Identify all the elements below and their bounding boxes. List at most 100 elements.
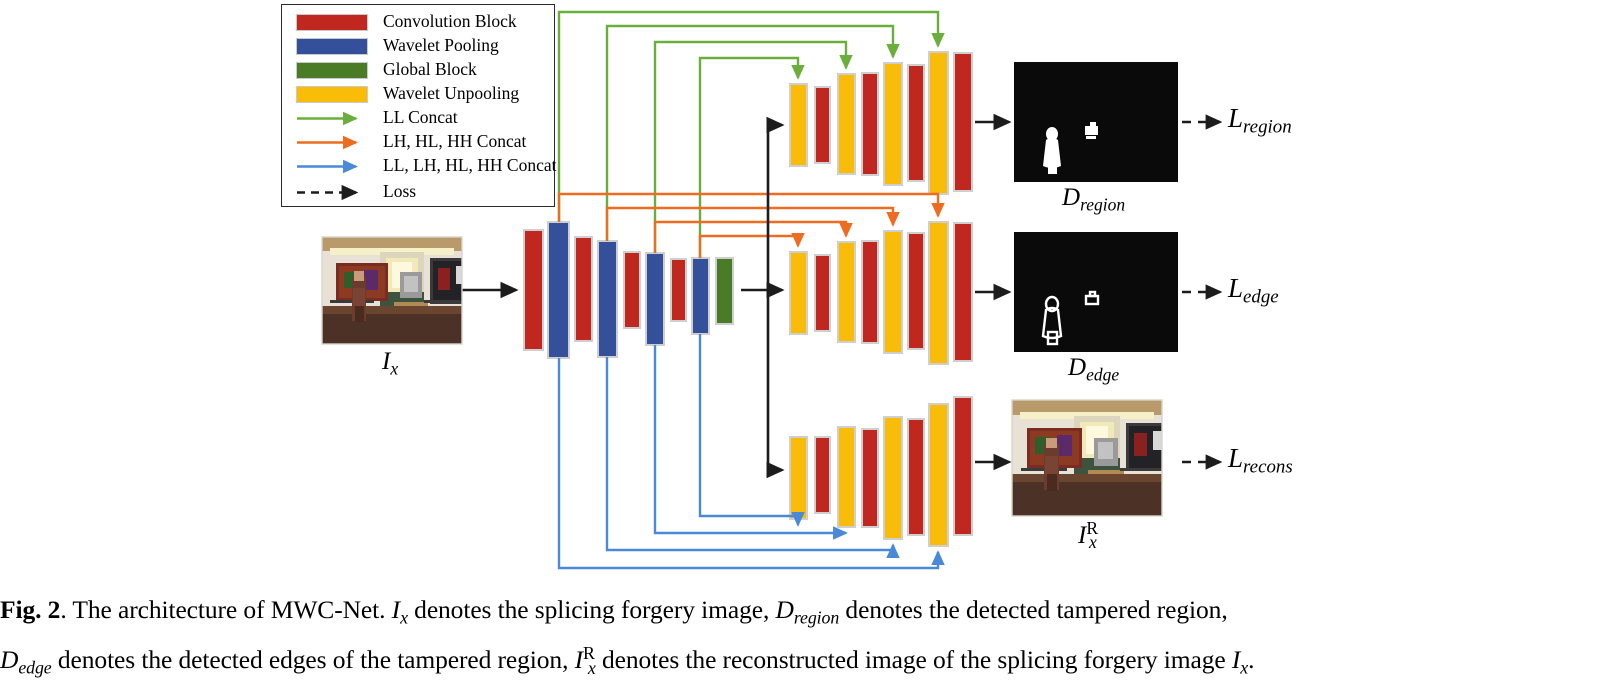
caption-symbol-ixr: IRx [574,643,596,678]
edge-unpool-1 [789,251,808,335]
legend-label: Wavelet Unpooling [383,83,520,104]
recons-conv-3 [907,418,925,536]
lhhlhh-concat-1 [557,192,945,222]
legend-box: Convolution Block Wavelet Pooling Global… [281,4,557,207]
edge-unpool-2 [837,241,856,343]
edge-mask-image [1014,232,1178,352]
caption-symbol-ix: Ix [391,595,408,628]
region-mask-shapes [1043,122,1098,174]
recon-image-label: IRx [1078,518,1099,552]
caption-line-2: Dedge denotes the detected edges of the … [0,643,1255,678]
lhhlhh-concat-2 [605,206,900,241]
legend-item-ll-lh-hl-hh-concat: LL, LH, HL, HH Concat [296,155,557,177]
encoder-block-pool-3 [645,252,665,346]
recons-decoder-blocks [789,396,973,547]
encoder-blocks [523,221,734,359]
legend-label: LH, HL, HH Concat [383,131,527,152]
legend-label: LL Concat [383,107,458,128]
edge-conv-2 [861,240,879,344]
ll-concat-1 [557,10,945,222]
legend-item-wavelet-pooling: Wavelet Pooling [296,35,499,57]
full-concat-1 [557,358,945,570]
legend-item-wavelet-unpooling: Wavelet Unpooling [296,83,519,105]
edge-unpool-3 [883,230,903,354]
input-image [321,236,463,345]
recons-unpool-3 [883,416,903,540]
region-unpool-3 [883,62,903,186]
input-image-label: Ix [382,348,399,379]
recons-conv-1 [814,436,831,514]
caption-symbol-dedge: Dedge [0,645,52,678]
reconstructed-image [1011,399,1163,517]
encoder-block-conv-4 [670,258,687,322]
l-edge-label: Ledge [1228,273,1279,308]
legend-item-global-block: Global Block [296,59,477,81]
full-concat-4 [698,334,805,527]
edge-unpool-4 [928,221,949,365]
green-arrow-icon [296,110,368,127]
region-conv-4 [953,52,973,192]
data-flow-arrows [462,113,1012,479]
legend-label: Wavelet Pooling [383,35,499,56]
region-unpool-4 [928,51,949,195]
l-region-label: Lregion [1228,103,1292,138]
edge-conv-4 [953,222,973,362]
region-unpool-1 [789,83,808,167]
edge-conv-1 [814,254,831,332]
recons-unpool-4 [928,403,949,547]
encoder-block-pool-4 [691,257,710,335]
legend-label: LL, LH, HL, HH Concat [383,155,557,176]
region-decoder-blocks [789,51,973,195]
d-region-label: Dregion [1062,184,1126,215]
loss-arrows [1182,114,1223,470]
encoder-block-pool-1 [547,221,570,359]
lhhlhh-concat-3 [653,220,853,253]
caption-symbol-ix-end: Ix [1231,645,1249,678]
encoder-block-conv-2 [574,236,593,342]
encoder-block-pool-2 [597,240,618,358]
recons-unpool-2 [837,426,856,528]
edge-conv-3 [907,232,925,350]
encoder-block-global [715,257,734,325]
ll-concat-connections [557,10,945,258]
region-mask-image [1014,62,1178,182]
blue-arrow-icon [296,158,368,175]
region-conv-1 [814,86,831,164]
figure-caption: Fig. 2. The architecture of MWC-Net. Ix … [0,592,1624,686]
green-swatch-icon [296,61,368,79]
legend-label: Convolution Block [383,11,517,32]
lh-hl-hh-concat-connections [557,192,945,258]
recons-unpool-1 [789,436,808,520]
recons-conv-4 [953,396,973,536]
full-concat-3 [653,345,848,540]
region-conv-2 [861,72,879,176]
caption-symbol-dregion: Dregion [775,595,840,628]
lhhlhh-concat-4 [698,233,805,258]
legend-item-loss: Loss [296,181,416,203]
legend-item-ll-concat: LL Concat [296,107,458,129]
caption-line-1: Fig. 2. The architecture of MWC-Net. Ix … [0,595,1228,628]
encoder-block-conv-1 [523,229,544,351]
orange-arrow-icon [296,134,368,151]
l-recons-label: Lrecons [1228,443,1293,478]
region-unpool-2 [837,73,856,175]
ll-concat-4 [698,56,805,258]
ll-concat-3 [653,40,853,253]
blue-swatch-icon [296,37,368,55]
legend-item-lh-hl-hh-concat: LH, HL, HH Concat [296,131,526,153]
edge-decoder-blocks [789,221,973,365]
yellow-swatch-icon [296,85,368,103]
recons-conv-2 [861,428,879,528]
red-swatch-icon [296,13,368,31]
edge-mask-shapes [1041,290,1100,346]
legend-label: Loss [383,181,417,202]
full-concat-2 [605,357,900,558]
region-conv-3 [907,64,925,182]
d-edge-label: Dedge [1068,354,1120,385]
ll-lh-hl-hh-concat-connections [557,334,945,570]
legend-item-convolution-block: Convolution Block [296,11,517,33]
ll-concat-2 [605,24,900,241]
legend-label: Global Block [383,59,477,80]
